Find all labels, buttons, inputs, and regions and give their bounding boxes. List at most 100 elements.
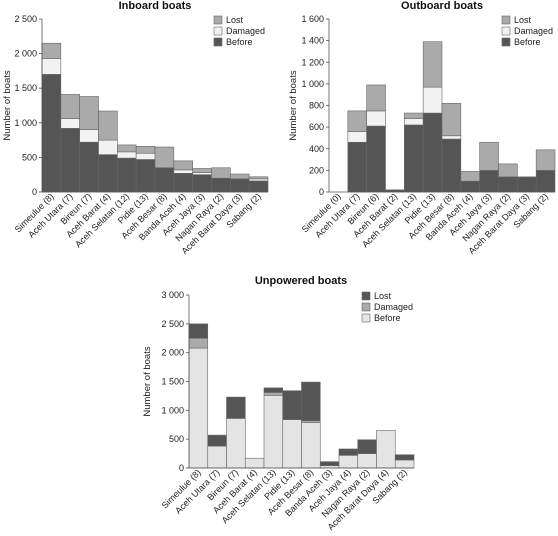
y-tick-label: 0 <box>32 187 37 197</box>
bar-aceh-besar-before <box>154 167 175 193</box>
bar-aceh-utara-damaged <box>60 118 80 129</box>
y-tick-label: 2 500 <box>14 14 37 24</box>
bar-nagan-raya-lost <box>498 163 518 178</box>
bar-banda-aceh-lost <box>173 160 193 171</box>
bar-banda-aceh-lost <box>319 461 340 466</box>
bar-pidie-damaged <box>422 86 443 114</box>
bar-aceh-besar-lost <box>301 381 321 422</box>
bar-aceh-besar-lost <box>154 146 175 169</box>
outboard-boats-chart: Outboard boats Number of boats 0 200 400 600 8… <box>288 0 556 256</box>
y-tick-label: 1 600 <box>301 14 324 24</box>
legend-label-damaged: Damaged <box>374 302 413 312</box>
bar-aceh-selatan-before <box>117 157 137 193</box>
bar-bireun-damaged <box>366 110 386 127</box>
bar-aceh-selatan-before <box>263 395 284 469</box>
y-tick-label: 200 <box>309 165 324 175</box>
bar-simeulue-damaged <box>188 337 209 349</box>
bar-nagan-raya-before <box>211 177 231 193</box>
bar-pidie-damaged <box>135 152 156 160</box>
bar-aceh-selatan-damaged <box>117 151 137 159</box>
bar-aceh-utara-lost <box>60 94 80 119</box>
bar-aceh-selatan-before <box>404 124 424 193</box>
y-axis-label: Number of boats <box>142 346 153 416</box>
legend-label-damaged: Damaged <box>226 26 265 36</box>
bar-aceh-barat-daya-before <box>230 178 250 193</box>
legend-swatch-before <box>501 37 511 47</box>
chart-title: Outboard boats <box>401 0 483 12</box>
bar-pidie-lost <box>422 41 443 88</box>
bar-sabang-damaged <box>248 178 269 182</box>
y-axis-label: Number of boats <box>288 70 299 140</box>
y-axis-label: Number of boats <box>2 70 13 140</box>
bar-bireun-before <box>366 125 386 193</box>
bar-pidie-before <box>282 419 302 469</box>
bar-aceh-utara-lost <box>207 434 227 447</box>
bar-aceh-jaya-before <box>338 455 359 469</box>
bar-aceh-utara-before <box>347 141 367 193</box>
bar-aceh-jaya-lost <box>192 168 212 173</box>
bar-banda-aceh-before <box>460 180 480 193</box>
inboard-boats-chart: Inboard boats Number of boats 0 500 1 000 1 5… <box>2 0 269 256</box>
bar-pidie-lost <box>282 390 302 420</box>
bar-simeulue-damaged <box>41 58 62 75</box>
legend-swatch-lost <box>361 291 371 301</box>
bar-aceh-jaya-lost <box>338 448 359 456</box>
bar-banda-aceh-lost <box>460 171 480 182</box>
y-tick-label: 800 <box>309 101 324 111</box>
bar-aceh-jaya-damaged <box>192 172 212 175</box>
legend-swatch-damaged <box>501 26 511 36</box>
bar-aceh-barat-lost <box>98 110 118 141</box>
bar-banda-aceh-damaged <box>173 169 193 174</box>
bar-bireun-damaged <box>79 129 99 143</box>
legend-swatch-damaged <box>213 26 223 36</box>
chart-title: Unpowered boats <box>255 275 347 287</box>
legend-label-lost: Lost <box>374 291 392 301</box>
chart-title: Inboard boats <box>119 0 192 12</box>
legend-label-before: Before <box>514 37 541 47</box>
y-tick-label: 500 <box>22 152 37 162</box>
bar-bireun-lost <box>226 396 246 419</box>
bar-pidie-before <box>422 112 443 193</box>
bar-sabang-before <box>248 180 269 193</box>
bar-sabang-before <box>535 170 556 193</box>
bar-pidie-before <box>135 159 156 193</box>
bar-nagan-raya-lost <box>211 167 231 179</box>
bar-nagan-raya-before <box>357 453 377 469</box>
bar-sabang-lost <box>394 454 415 461</box>
bar-simeulue-lost <box>188 323 209 339</box>
y-tick-label: 1 000 <box>161 405 184 415</box>
legend-swatch-lost <box>213 15 223 25</box>
legend-swatch-before <box>361 313 371 323</box>
legend-label-before: Before <box>226 37 253 47</box>
bar-aceh-jaya-lost <box>479 141 499 171</box>
bar-aceh-barat-daya-before <box>376 430 396 469</box>
bar-aceh-selatan-lost <box>117 144 137 153</box>
bar-aceh-barat-before <box>98 154 118 193</box>
bar-nagan-raya-lost <box>357 439 377 454</box>
bar-aceh-besar-damaged <box>441 135 462 140</box>
legend-label-lost: Lost <box>514 15 532 25</box>
bar-sabang-before <box>394 459 415 469</box>
legend-swatch-before <box>213 37 223 47</box>
legend-label-before: Before <box>374 313 401 323</box>
bar-aceh-utara-damaged <box>347 131 367 143</box>
bar-aceh-utara-lost <box>347 110 367 132</box>
bar-simeulue-before <box>188 347 209 469</box>
unpowered-boats-chart: Unpowered boats Number of boats 0 500 1 000 1… <box>142 275 415 532</box>
bar-simeulue-before <box>41 74 62 193</box>
bar-nagan-raya-before <box>498 176 518 193</box>
bar-bireun-lost <box>79 96 99 131</box>
bar-bireun-before <box>226 418 246 469</box>
bar-aceh-besar-lost <box>441 103 462 137</box>
bar-aceh-besar-before <box>441 138 462 193</box>
y-tick-label: 600 <box>309 122 324 132</box>
y-tick-label: 500 <box>169 434 184 444</box>
bar-pidie-lost <box>135 146 156 154</box>
y-tick-label: 0 <box>179 463 184 473</box>
y-tick-label: 1 500 <box>161 377 184 387</box>
bar-bireun-before <box>79 141 99 193</box>
bar-aceh-jaya-before <box>192 174 212 193</box>
